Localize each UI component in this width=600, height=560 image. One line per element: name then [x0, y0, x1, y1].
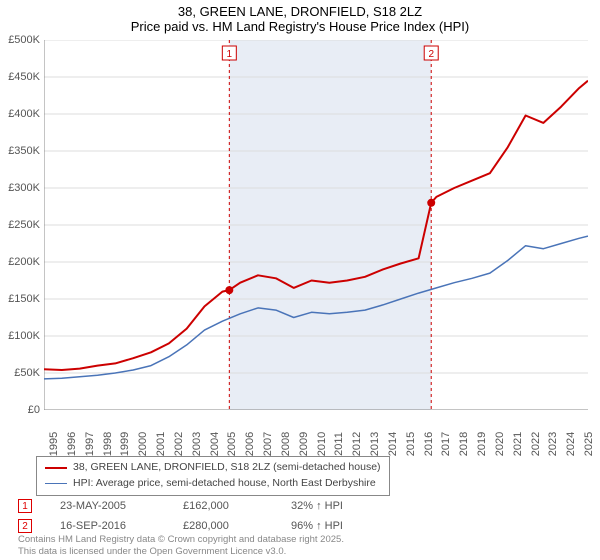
x-tick-label: 2012: [351, 432, 363, 456]
x-tick-label: 2016: [423, 432, 435, 456]
x-tick-label: 2015: [405, 432, 417, 456]
x-tick-label: 1998: [102, 432, 114, 456]
sale-price: £162,000: [183, 500, 263, 512]
sale-marker-icon: 1: [18, 499, 32, 513]
sale-hpi: 32% ↑ HPI: [291, 500, 371, 512]
chart-container: 38, GREEN LANE, DRONFIELD, S18 2LZ Price…: [0, 0, 600, 560]
legend-item: HPI: Average price, semi-detached house,…: [45, 476, 381, 492]
footer-line2: This data is licensed under the Open Gov…: [18, 546, 344, 558]
legend-swatch: [45, 483, 67, 484]
x-tick-label: 1997: [84, 432, 96, 456]
x-tick-label: 2024: [565, 432, 577, 456]
svg-text:2: 2: [428, 49, 434, 60]
x-tick-label: 2021: [512, 432, 524, 456]
x-tick-label: 2005: [226, 432, 238, 456]
y-tick-label: £400K: [8, 108, 40, 120]
x-tick-label: 2022: [530, 432, 542, 456]
title-address: 38, GREEN LANE, DRONFIELD, S18 2LZ: [0, 4, 600, 19]
x-tick-label: 1995: [48, 432, 60, 456]
x-tick-label: 2011: [333, 432, 345, 456]
legend-label: HPI: Average price, semi-detached house,…: [73, 476, 376, 492]
y-tick-label: £100K: [8, 330, 40, 342]
x-tick-label: 2023: [547, 432, 559, 456]
y-tick-label: £250K: [8, 219, 40, 231]
y-tick-label: £450K: [8, 71, 40, 83]
x-tick-label: 2001: [155, 432, 167, 456]
x-tick-label: 1996: [66, 432, 78, 456]
legend-swatch: [45, 467, 67, 469]
legend-item: 38, GREEN LANE, DRONFIELD, S18 2LZ (semi…: [45, 460, 381, 476]
sale-date: 16-SEP-2016: [60, 520, 155, 532]
y-tick-label: £350K: [8, 145, 40, 157]
x-tick-label: 2006: [244, 432, 256, 456]
legend-label: 38, GREEN LANE, DRONFIELD, S18 2LZ (semi…: [73, 460, 381, 476]
x-tick-label: 2025: [583, 432, 595, 456]
y-tick-label: £200K: [8, 256, 40, 268]
x-tick-label: 2009: [298, 432, 310, 456]
y-tick-label: £50K: [14, 367, 40, 379]
y-axis: £0£50K£100K£150K£200K£250K£300K£350K£400…: [0, 40, 42, 410]
footer-line1: Contains HM Land Registry data © Crown c…: [18, 534, 344, 546]
sale-row: 1 23-MAY-2005 £162,000 32% ↑ HPI: [18, 496, 371, 516]
footer-attribution: Contains HM Land Registry data © Crown c…: [18, 534, 344, 558]
x-tick-label: 2017: [440, 432, 452, 456]
x-tick-label: 2008: [280, 432, 292, 456]
sales-table: 1 23-MAY-2005 £162,000 32% ↑ HPI 2 16-SEP-201…: [18, 496, 371, 536]
y-tick-label: £150K: [8, 293, 40, 305]
x-tick-label: 2007: [262, 432, 274, 456]
y-tick-label: £0: [28, 404, 40, 416]
y-tick-label: £500K: [8, 34, 40, 46]
x-tick-label: 2000: [137, 432, 149, 456]
x-tick-label: 1999: [119, 432, 131, 456]
plot-area: 12: [44, 40, 588, 410]
y-tick-label: £300K: [8, 182, 40, 194]
sale-row: 2 16-SEP-2016 £280,000 96% ↑ HPI: [18, 516, 371, 536]
svg-text:1: 1: [227, 49, 233, 60]
x-tick-label: 2004: [209, 432, 221, 456]
title-subtitle: Price paid vs. HM Land Registry's House …: [0, 19, 600, 34]
sale-date: 23-MAY-2005: [60, 500, 155, 512]
x-tick-label: 2014: [387, 432, 399, 456]
x-tick-label: 2018: [458, 432, 470, 456]
chart-title: 38, GREEN LANE, DRONFIELD, S18 2LZ Price…: [0, 0, 600, 36]
x-tick-label: 2013: [369, 432, 381, 456]
x-tick-label: 2003: [191, 432, 203, 456]
x-tick-label: 2019: [476, 432, 488, 456]
x-tick-label: 2002: [173, 432, 185, 456]
sale-hpi: 96% ↑ HPI: [291, 520, 371, 532]
sale-price: £280,000: [183, 520, 263, 532]
x-axis: 1995 1996 1997 1998 1999 2000 2001 2002 2003 2004…: [44, 412, 588, 456]
legend: 38, GREEN LANE, DRONFIELD, S18 2LZ (semi…: [36, 456, 390, 496]
sale-marker-icon: 2: [18, 519, 32, 533]
x-tick-label: 2020: [494, 432, 506, 456]
x-tick-label: 2010: [316, 432, 328, 456]
chart-svg: 12: [44, 40, 588, 410]
